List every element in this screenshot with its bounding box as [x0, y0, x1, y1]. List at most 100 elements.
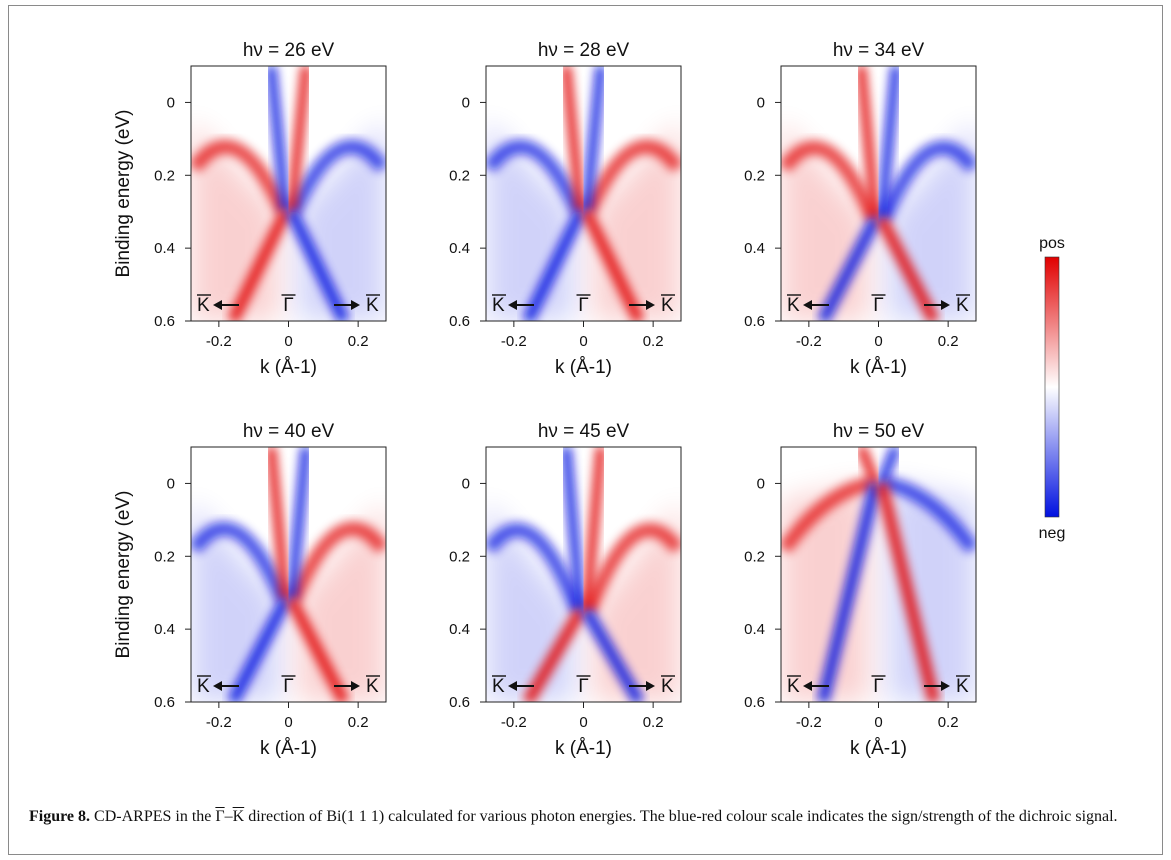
y-tick-label: 0.2: [154, 167, 175, 184]
inner-band-lower-left: [522, 209, 586, 321]
inner-band-upper-right: [876, 447, 901, 486]
label-gamma: Γ: [283, 295, 293, 316]
inner-band-upper-left: [561, 447, 586, 612]
arrow-left-head: [213, 681, 222, 691]
y-tick-label: 0: [757, 475, 765, 492]
y-tick-label: 0.6: [154, 313, 175, 330]
caption-label: Figure 8.: [29, 808, 91, 825]
outer-band-right: [288, 521, 386, 603]
inner-band-lower-left: [522, 607, 586, 702]
outer-band-right: [582, 523, 681, 614]
caption-symbol-gamma: Γ: [215, 808, 225, 825]
panel-1: hν = 26 eV -0.2 0 0.2 k (Å-1) 0 0.2 0.4 0.6 Bindi…: [113, 40, 387, 378]
label-k-left: K: [787, 676, 800, 697]
outer-band-left: [781, 140, 879, 222]
x-tick-label: 0.2: [938, 333, 959, 350]
x-tick-label: 0.2: [643, 333, 664, 350]
y-axis-label: Binding energy (eV): [113, 110, 134, 278]
arrow-right-head: [646, 681, 655, 691]
inner-band-lower-left: [227, 597, 291, 702]
panel-title: hν = 26 eV: [243, 40, 335, 61]
arrow-right-head: [351, 300, 360, 310]
y-tick-label: 0.2: [744, 548, 765, 565]
x-tick-label: 0.2: [643, 714, 664, 731]
inner-band-upper-left: [856, 447, 881, 486]
x-axis-label: k (Å-1): [260, 738, 317, 759]
inner-band-upper-right: [876, 66, 901, 220]
inner-band-lower-left: [227, 209, 291, 321]
y-axis-label: Binding energy (eV): [113, 491, 134, 659]
band-layer: [191, 447, 386, 702]
x-tick-label: 0.2: [938, 714, 959, 731]
x-axis-label: k (Å-1): [260, 357, 317, 378]
label-k-right: K: [661, 676, 674, 697]
label-k-left: K: [492, 295, 505, 316]
x-tick-label: -0.2: [206, 714, 232, 731]
y-tick-label: 0.6: [449, 694, 470, 711]
y-tick-label: 0.2: [449, 167, 470, 184]
inner-band-upper-right: [581, 447, 606, 612]
y-tick-label: 0: [167, 94, 175, 111]
inner-band-lower-right: [875, 482, 941, 702]
x-tick-label: 0: [579, 333, 587, 350]
x-tick-label: 0: [579, 714, 587, 731]
label-k-right: K: [956, 295, 969, 316]
arrow-right-head: [941, 300, 950, 310]
inner-band-upper-left: [561, 66, 586, 213]
arrow-right-head: [646, 300, 655, 310]
inner-band-lower-right: [286, 209, 350, 321]
panel-title: hν = 45 eV: [538, 421, 630, 442]
colorbar-gradient: [1044, 256, 1060, 518]
arrow-left-head: [213, 300, 222, 310]
x-tick-label: -0.2: [206, 333, 232, 350]
band-layer: [781, 66, 976, 321]
y-tick-label: 0.2: [449, 548, 470, 565]
colorbar: pos neg: [1039, 235, 1066, 542]
arrow-left-head: [803, 681, 812, 691]
y-tick-label: 0.6: [449, 313, 470, 330]
y-tick-label: 0.4: [154, 240, 175, 257]
x-tick-label: 0: [284, 333, 292, 350]
y-tick-label: 0.6: [154, 694, 175, 711]
inner-band-lower-left: [816, 482, 882, 702]
inner-band-upper-right: [286, 66, 311, 213]
label-k-right: K: [661, 295, 674, 316]
arrow-left-head: [508, 300, 517, 310]
y-tick-label: 0.6: [744, 694, 765, 711]
inner-band-upper-left: [856, 66, 881, 220]
x-tick-label: -0.2: [796, 714, 822, 731]
label-gamma: Γ: [283, 676, 293, 697]
inner-band-upper-right: [286, 447, 311, 601]
panel-title: hν = 40 eV: [243, 421, 335, 442]
y-tick-label: 0: [462, 475, 470, 492]
inner-band-upper-left: [266, 447, 291, 601]
caption-dash: –: [224, 808, 233, 825]
arrow-right-head: [941, 681, 950, 691]
x-tick-label: 0.2: [348, 333, 369, 350]
band-layer: [191, 66, 386, 321]
label-gamma: Γ: [873, 676, 883, 697]
y-tick-label: 0.4: [744, 621, 765, 638]
x-tick-label: 0.2: [348, 714, 369, 731]
panel-3: hν = 34 eV -0.2 0 0.2 k (Å-1) 0 0.2 0.4 0.6 K Γ K: [744, 40, 977, 378]
y-tick-label: 0.4: [449, 621, 470, 638]
panel-2: hν = 28 eV -0.2 0 0.2 k (Å-1) 0 0.2 0.4 0.6 K Γ K: [449, 40, 682, 378]
outer-band-left: [486, 523, 585, 614]
label-gamma: Γ: [578, 676, 588, 697]
label-gamma: Γ: [873, 295, 883, 316]
y-tick-label: 0.4: [449, 240, 470, 257]
y-tick-label: 0.2: [154, 548, 175, 565]
outer-band-right: [883, 476, 976, 554]
caption-post: direction of Bi(1 1 1) calculated for va…: [244, 808, 1118, 825]
panel-6: hν = 50 eV -0.2 0 0.2 k (Å-1) 0 0.2 0.4 0.6 K Γ K: [744, 421, 977, 759]
figure-canvas: hν = 26 eV -0.2 0 0.2 k (Å-1) 0 0.2 0.4 0.6 Bindi…: [113, 40, 1066, 759]
outer-band-left: [191, 139, 289, 215]
panel-title: hν = 50 eV: [833, 421, 925, 442]
y-tick-label: 0: [757, 94, 765, 111]
inner-band-upper-right: [581, 66, 606, 213]
label-k-right: K: [366, 676, 379, 697]
colorbar-bottom-label: neg: [1039, 525, 1066, 542]
outer-band-right: [878, 140, 976, 222]
caption-pre: CD-ARPES in the: [90, 808, 216, 825]
arrow-left-head: [803, 300, 812, 310]
